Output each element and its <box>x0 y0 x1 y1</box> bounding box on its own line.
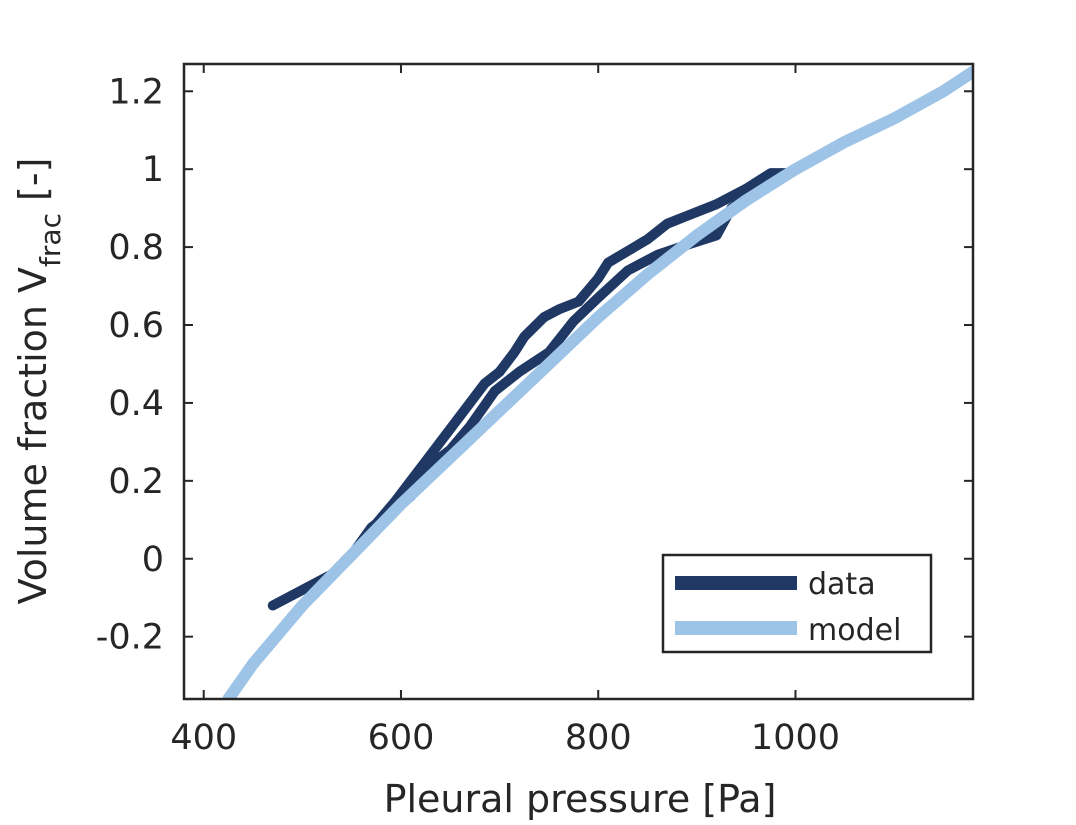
legend-box <box>661 553 933 654</box>
x-tick-label: 600 <box>368 718 435 758</box>
y-tick-label: 0.6 <box>108 306 164 346</box>
y-tick-label: 0.2 <box>108 462 164 502</box>
y-tick-label: -0.2 <box>96 618 164 658</box>
x-tick-label: 400 <box>170 718 237 758</box>
legend: data model <box>661 553 933 654</box>
x-axis: 400 600 800 1000 <box>170 64 840 758</box>
y-tick-label: 1.2 <box>108 72 164 112</box>
y-axis-label: Volume fraction Vfrac [-] <box>11 158 67 605</box>
series-line-data <box>267 168 791 611</box>
y-tick-label: 0.4 <box>108 384 164 424</box>
y-tick-label: 0.8 <box>108 228 164 268</box>
axes-box <box>182 62 975 701</box>
y-axis-label-main: Volume fraction V <box>11 267 55 604</box>
x-axis-label: Pleural pressure [Pa] <box>384 777 777 821</box>
y-axis: -0.2 0 0.2 0.4 0.6 0.8 1 1.2 <box>96 72 973 658</box>
series-line-model <box>222 65 973 699</box>
x-tick-label: 800 <box>565 718 632 758</box>
series-layer <box>222 65 973 699</box>
y-tick-label: 1 <box>142 150 164 190</box>
y-axis-label-subscript: frac <box>34 213 67 267</box>
legend-label-data: data <box>808 567 876 602</box>
y-tick-label: 0 <box>142 540 164 580</box>
y-axis-label-unit: [-] <box>11 158 55 213</box>
legend-label-model: model <box>808 613 901 648</box>
x-tick-label: 1000 <box>751 718 840 758</box>
